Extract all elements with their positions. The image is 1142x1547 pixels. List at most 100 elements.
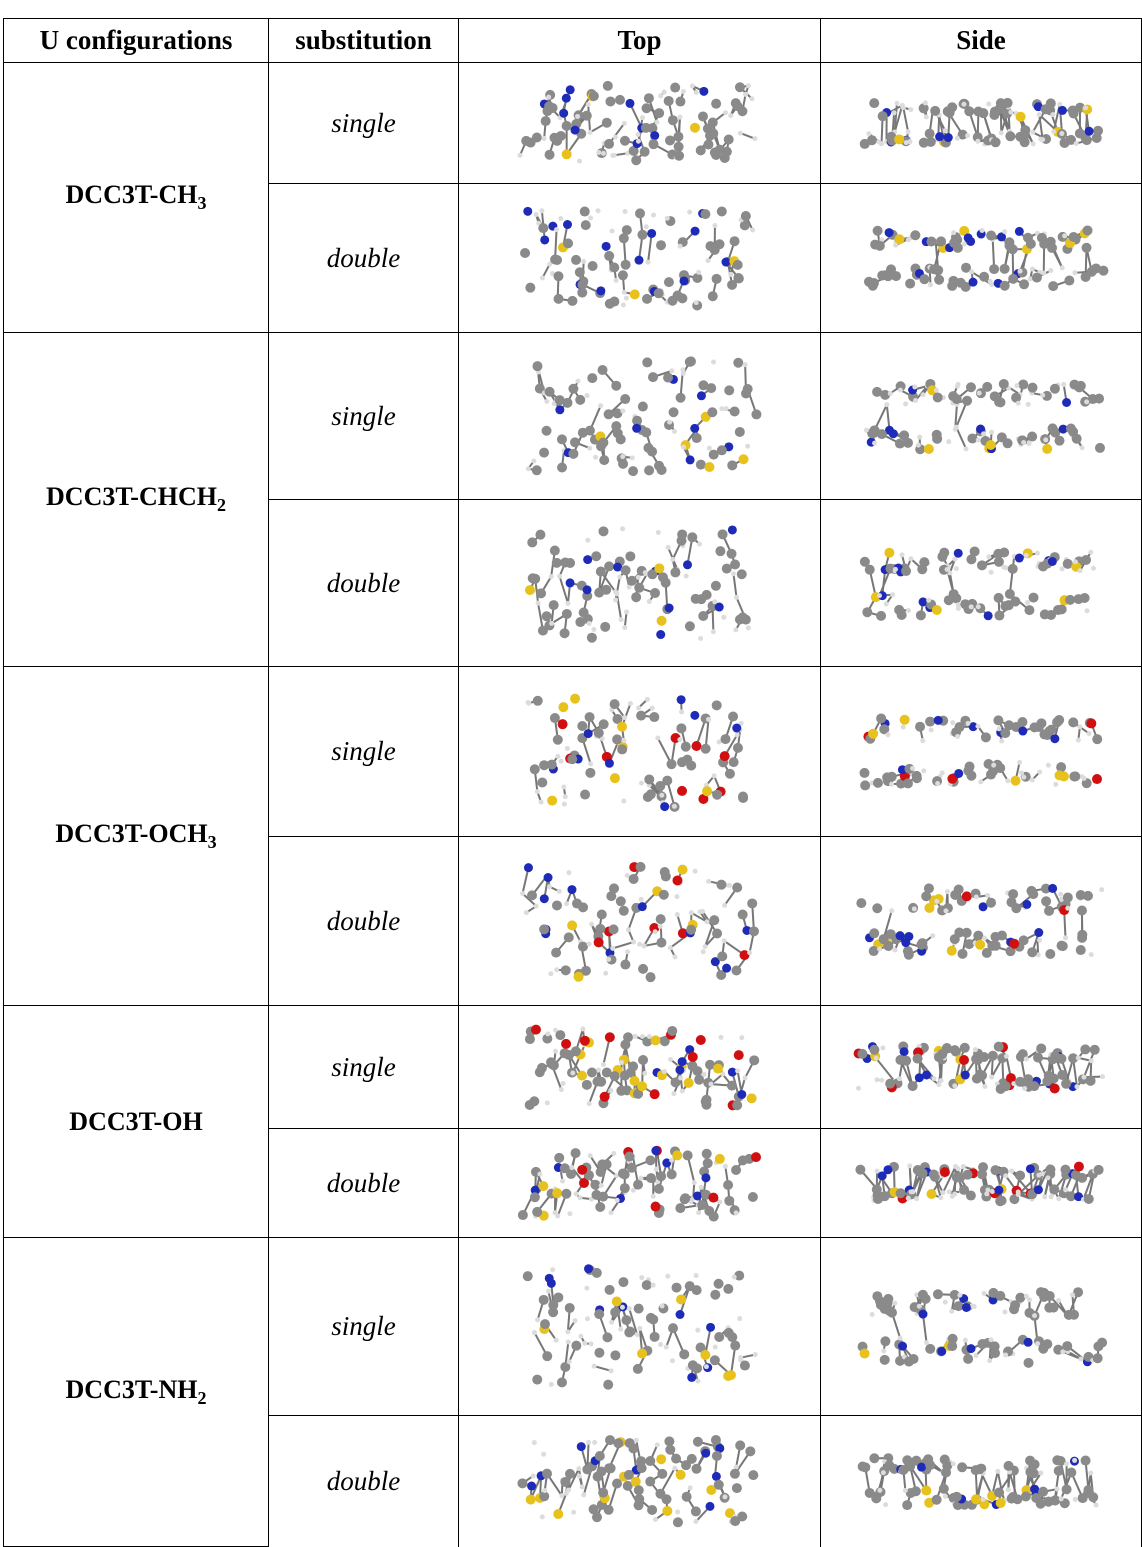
atom: [599, 455, 609, 465]
atom: [915, 721, 925, 731]
atom: [712, 789, 722, 799]
atom: [624, 1151, 634, 1161]
atom: [553, 271, 563, 281]
atom: [990, 1188, 995, 1193]
atom: [745, 625, 750, 630]
page: {"header": {"columns": ["U configuration…: [0, 0, 1142, 1546]
atom: [634, 255, 643, 264]
atom: [571, 254, 581, 264]
atom: [702, 944, 707, 949]
atom: [679, 276, 688, 285]
atom: [900, 1047, 909, 1056]
substitution-cell: single: [269, 1006, 459, 1129]
atom: [894, 604, 904, 614]
atom: [1008, 563, 1018, 573]
atom: [567, 885, 576, 894]
atom: [667, 945, 672, 950]
atom: [560, 1080, 565, 1085]
atom: [908, 107, 913, 112]
atom: [655, 1488, 665, 1498]
atom: [560, 1178, 565, 1183]
atom: [532, 1374, 542, 1384]
atom: [576, 1466, 581, 1471]
atom: [613, 277, 618, 282]
atom: [575, 113, 580, 118]
atom: [737, 1511, 747, 1521]
atom: [662, 1506, 672, 1516]
atom: [588, 761, 593, 766]
atom: [1090, 1044, 1100, 1054]
atom: [1095, 442, 1105, 452]
atom: [712, 1344, 717, 1349]
atom: [604, 138, 614, 148]
atom: [1000, 280, 1010, 290]
atom: [550, 1267, 555, 1272]
atom: [1053, 604, 1063, 614]
atom: [588, 91, 598, 101]
atom: [742, 1075, 747, 1080]
atom: [647, 1505, 657, 1515]
atom: [646, 1173, 656, 1183]
atom: [873, 777, 883, 787]
atom: [884, 402, 889, 407]
atom: [679, 709, 684, 714]
atom: [644, 465, 654, 475]
atom: [943, 128, 948, 133]
atom: [918, 1168, 928, 1178]
atom: [618, 1326, 623, 1331]
atom: [1021, 774, 1026, 779]
atom: [726, 1080, 736, 1090]
atom: [564, 901, 569, 906]
atom: [708, 1081, 713, 1086]
atom: [544, 399, 549, 404]
atom: [892, 110, 897, 115]
atom: [625, 551, 635, 561]
atom: [707, 407, 717, 417]
atom: [584, 1285, 589, 1290]
atom: [1046, 762, 1051, 767]
atom: [1070, 771, 1080, 781]
atom: [663, 372, 673, 382]
atom: [1072, 270, 1077, 275]
atom: [872, 440, 877, 445]
atom: [602, 1332, 612, 1342]
atom: [712, 223, 717, 228]
configuration-cell: DCC3T-CH3: [4, 63, 269, 333]
atom: [724, 768, 734, 778]
atom: [632, 423, 641, 432]
atom: [1050, 734, 1059, 743]
table-row: DCC3T-NH2single: [4, 1238, 1142, 1416]
atom: [705, 241, 715, 251]
atom: [552, 734, 562, 744]
atom: [672, 1150, 682, 1160]
atom: [690, 1506, 700, 1516]
atom: [615, 94, 625, 104]
molecule-image: [515, 194, 765, 323]
atom: [687, 209, 692, 214]
atom: [670, 1358, 675, 1363]
atom: [660, 802, 669, 811]
atom: [544, 386, 554, 396]
atom: [711, 773, 716, 778]
atom: [1024, 552, 1029, 557]
atom: [1007, 1493, 1017, 1503]
atom: [611, 152, 616, 157]
atom: [1040, 392, 1045, 397]
atom: [904, 949, 914, 959]
atom: [921, 768, 926, 773]
atom: [587, 129, 592, 134]
molecule-image: [851, 857, 1111, 986]
atom: [976, 604, 981, 609]
atom: [612, 734, 622, 744]
atom: [529, 1192, 539, 1202]
atom: [732, 1100, 742, 1110]
atom: [621, 289, 626, 294]
atom: [679, 1349, 689, 1359]
atom: [625, 927, 630, 932]
atom: [536, 588, 546, 598]
atom: [674, 150, 684, 160]
atom: [646, 598, 651, 603]
atom: [912, 384, 917, 389]
atom: [710, 580, 720, 590]
atom: [587, 445, 592, 450]
